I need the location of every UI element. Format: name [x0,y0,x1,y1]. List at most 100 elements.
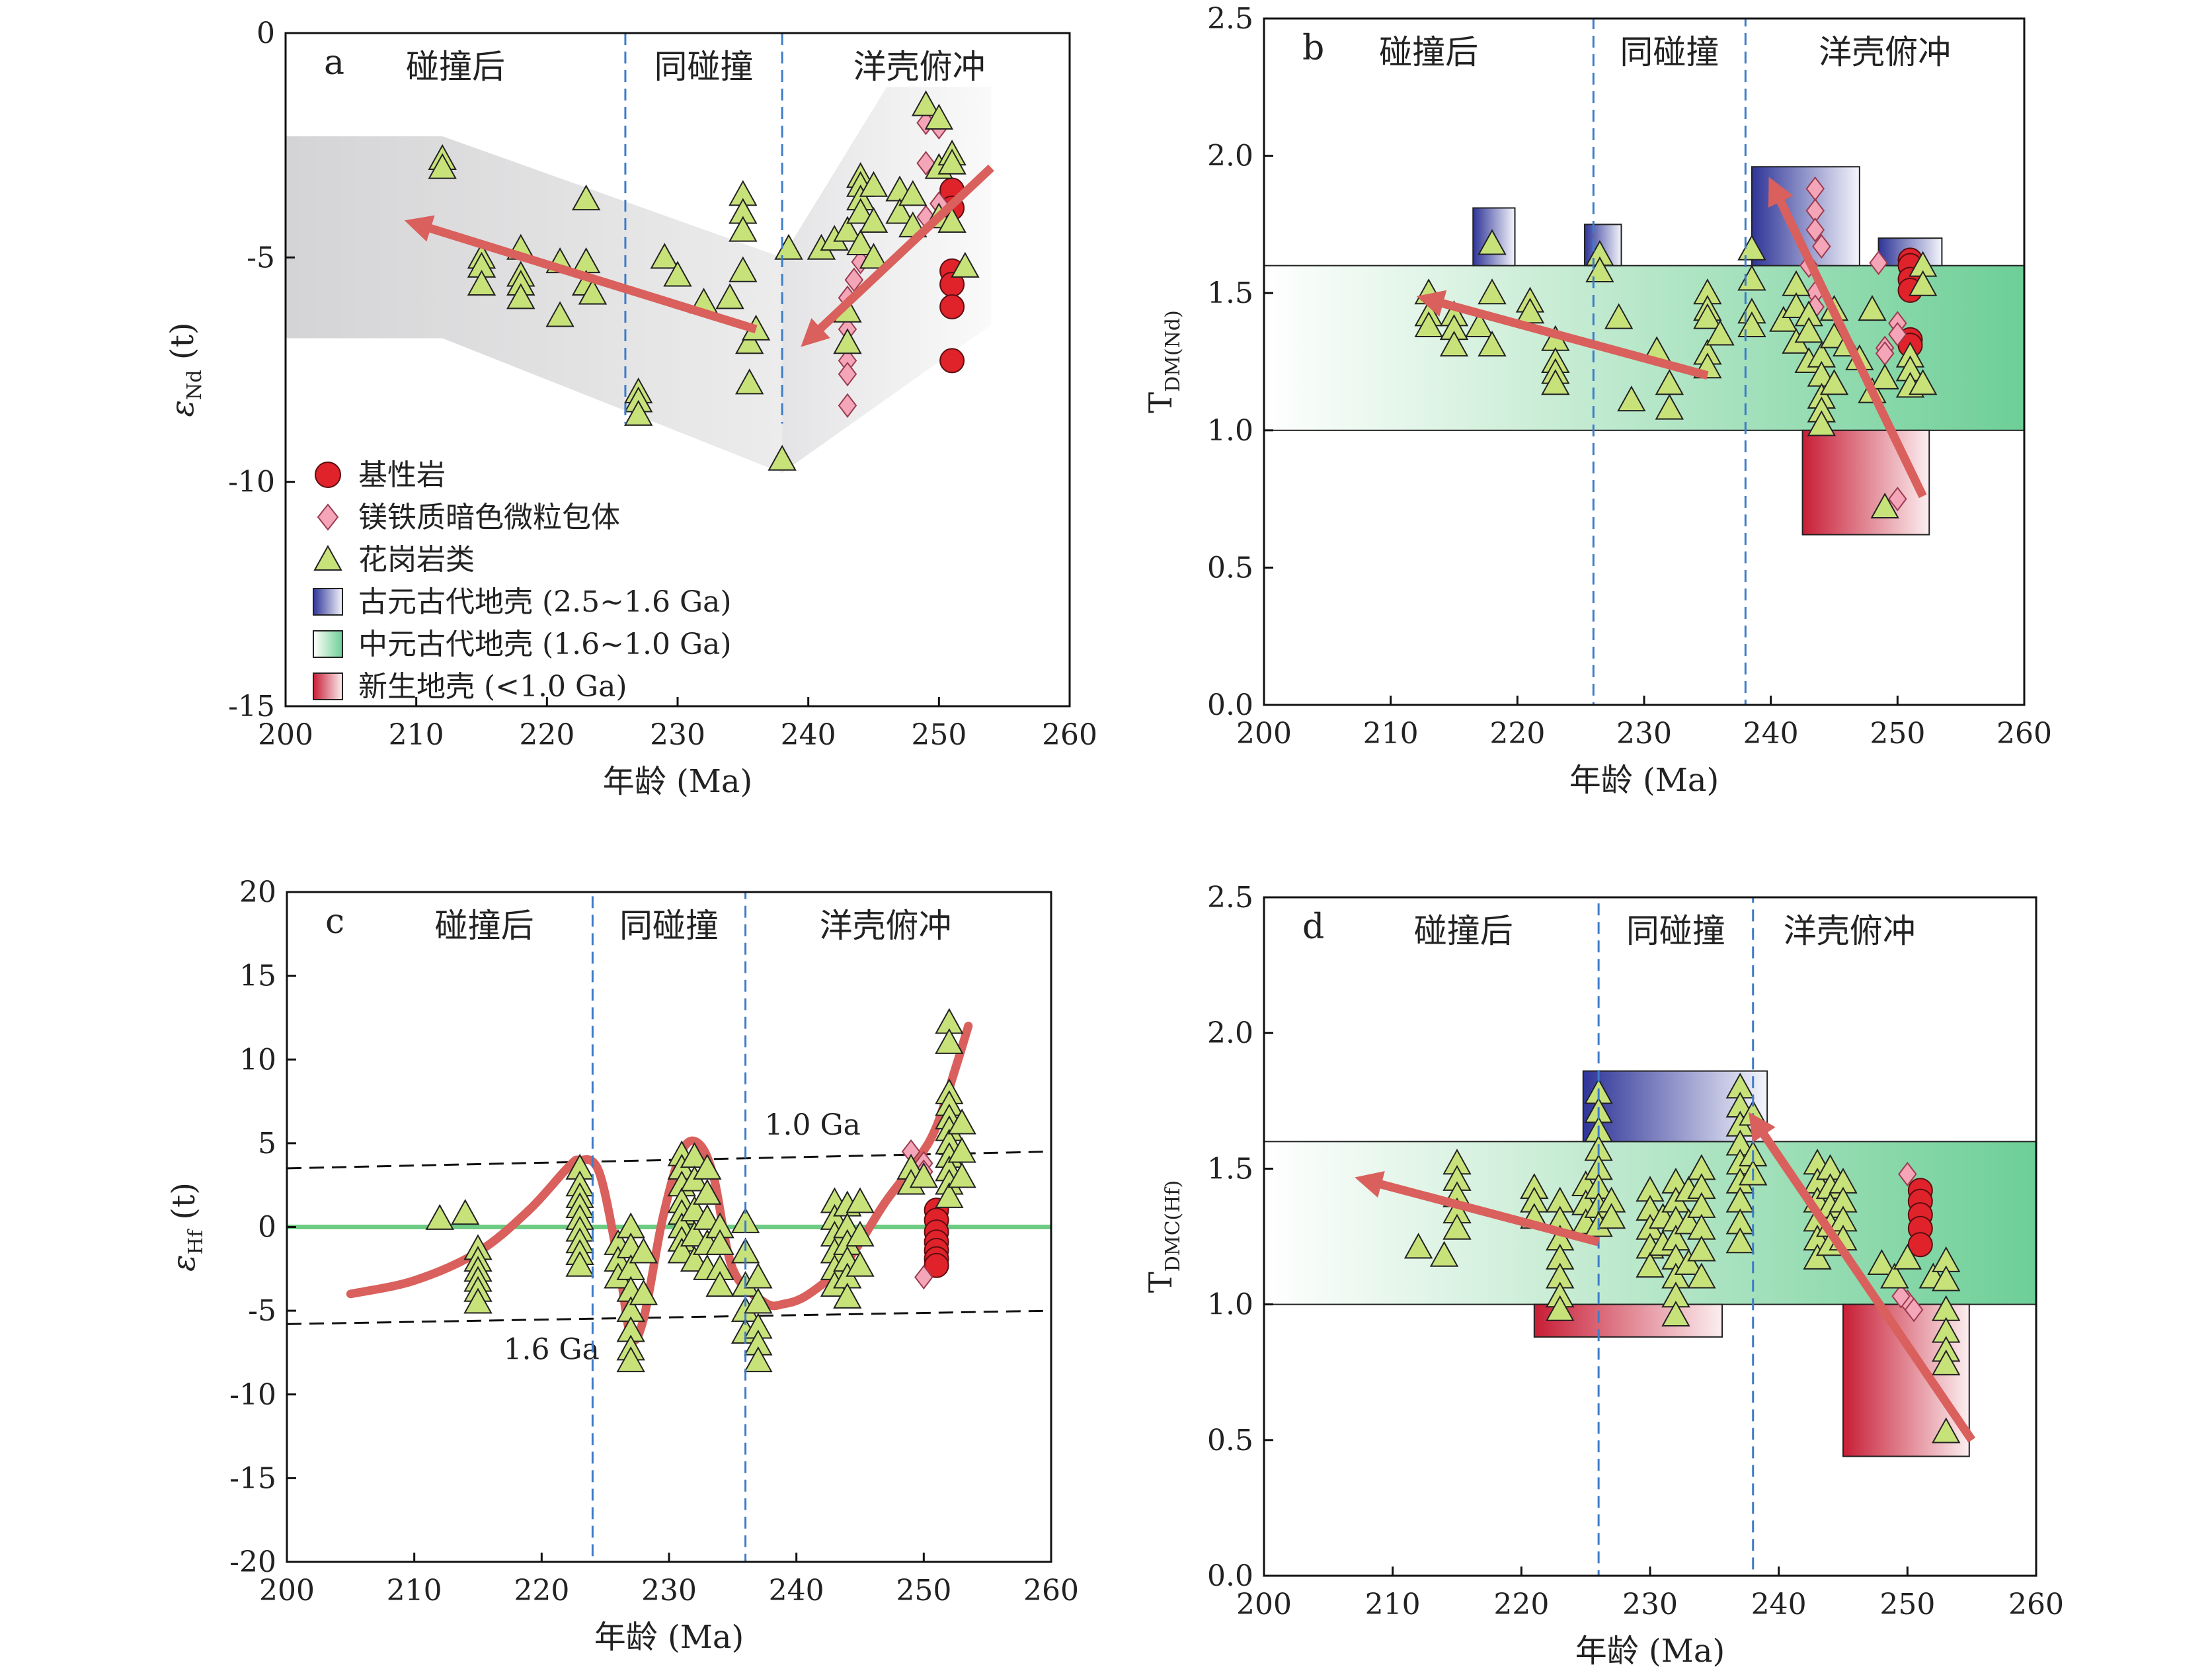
reference-line-label: 1.0 Ga [765,1108,861,1142]
tectonic-stage-label: 碰撞后 [1379,33,1478,71]
mafic-rock-point [939,348,965,374]
granitoid-point [735,368,764,395]
granitoid-point [1478,229,1507,255]
granitoid-point [1706,319,1735,346]
granitoid-point [909,1162,939,1188]
granitoid-point [545,301,574,327]
y-axis-title: TDM(Nd) [1142,310,1185,413]
granitoid-point [578,278,608,305]
panel-letter: d [1302,907,1324,947]
granitoid-point [744,1262,773,1289]
tectonic-stage-label: 洋壳俯冲 [853,48,986,86]
x-tick-label: 240 [1743,717,1799,751]
panel-b-tdm-nd-vs-age: 200 210 220 230 240 250 260 0.0 0.5 1.0 1.5 2.0 2.5 年… [1142,2,2052,799]
y-tick-label: -5 [248,1294,276,1328]
granitoid-point [833,1282,862,1309]
granitoid-point [859,243,889,269]
granitoid-point [680,1246,709,1272]
granitoid-point [1655,393,1684,420]
granitoid-point [506,283,535,309]
panel-a-end-nd-vs-age: 200 210 220 230 240 250 260 -15 -10 -5 0 年龄 (Ma) εNd… [164,17,1097,800]
granitoid-point [768,444,797,471]
plot-area [287,1008,1051,1373]
granitoid-point [947,1162,976,1188]
y-tick-label: -15 [229,1461,276,1495]
granitoid-point [1674,1248,1704,1276]
trend-arrow [1768,177,1927,499]
granitoid-point [859,171,889,197]
granitoid-point [1687,1235,1716,1262]
x-tick-label: 240 [781,718,836,752]
x-tick-label: 260 [2008,1588,2064,1621]
y-tick-label: 1.5 [1207,1152,1253,1186]
x-tick-label: 200 [1236,717,1292,751]
y-tick-label: 0 [257,17,275,50]
x-tick-label: 210 [387,1574,442,1608]
granitoid-point [937,148,967,175]
y-tick-label: 0.5 [1207,551,1253,585]
plot-area [1264,1070,2036,1457]
granitoid-point [1687,1262,1716,1289]
y-tick-label: 0.5 [1207,1424,1253,1457]
granitoid-point [629,1237,658,1264]
y-tick-label: -10 [229,1378,276,1412]
granitoid-point [935,1028,964,1054]
granitoid-point [859,206,889,233]
evolution-trend-curve [346,1022,973,1345]
granitoid-point [1870,492,1899,519]
mme-point [1812,233,1831,259]
tectonic-stage-label: 同碰撞 [1620,33,1719,71]
x-tick-label: 260 [1996,717,2052,751]
y-tick-label: 10 [239,1043,276,1077]
x-tick-label: 220 [519,718,574,752]
granitoid-point [1541,369,1570,395]
x-tick-label: 220 [1489,717,1545,751]
trend-arrow [1355,1171,1600,1246]
granitoid-point [735,328,764,354]
tectonic-stage-label: 洋壳俯冲 [820,907,952,945]
granitoid-point [1867,1248,1897,1276]
legend-label: 中元古代地壳 (1.6~1.0 Ga) [358,628,732,661]
granitoid-point [715,283,744,309]
granitoid-point [1636,1252,1665,1278]
tectonic-stage-label: 同碰撞 [619,907,719,945]
x-tick-label: 220 [514,1574,569,1608]
y-tick-label: 15 [239,959,276,993]
mme-point [914,1264,933,1290]
mme-point [1904,1297,1924,1323]
granitoid-point [1439,331,1469,357]
x-tick-label: 230 [1622,1588,1678,1621]
granitoid-point [744,1346,773,1373]
granitoid-point [898,180,928,206]
granitoid-point [911,90,941,116]
x-tick-label: 200 [1236,1588,1292,1621]
granitoid-point [1932,1349,1961,1375]
granitoid-point [629,1279,658,1305]
granitoid-point [1403,1233,1433,1259]
granitoid-point [1858,295,1887,321]
granitoid-point [650,243,679,269]
legend-swatch-box-red [313,672,343,700]
granitoid-point [428,153,457,179]
granitoid-point [565,1250,594,1277]
plot-area [286,87,992,473]
y-tick-label: 0 [258,1211,276,1244]
legend-swatch-mme [317,503,339,531]
y-tick-label: -15 [228,690,275,723]
x-tick-label: 260 [1042,718,1097,752]
y-tick-label: -20 [229,1545,276,1579]
x-tick-label: 250 [1879,1588,1935,1621]
x-tick-label: 200 [258,718,313,752]
granitoid-point [947,1108,976,1135]
granitoid-point [616,1346,645,1373]
granitoid-point [1769,305,1798,332]
reference-line-label: 1.6 Ga [504,1333,600,1367]
granitoid-point [1807,410,1837,436]
mme-point [838,362,857,387]
granitoid-point [1893,1243,1922,1270]
granitoid-point [1546,1295,1575,1321]
tectonic-stage-label: 碰撞后 [406,48,505,86]
mafic-rock-point [939,294,965,319]
